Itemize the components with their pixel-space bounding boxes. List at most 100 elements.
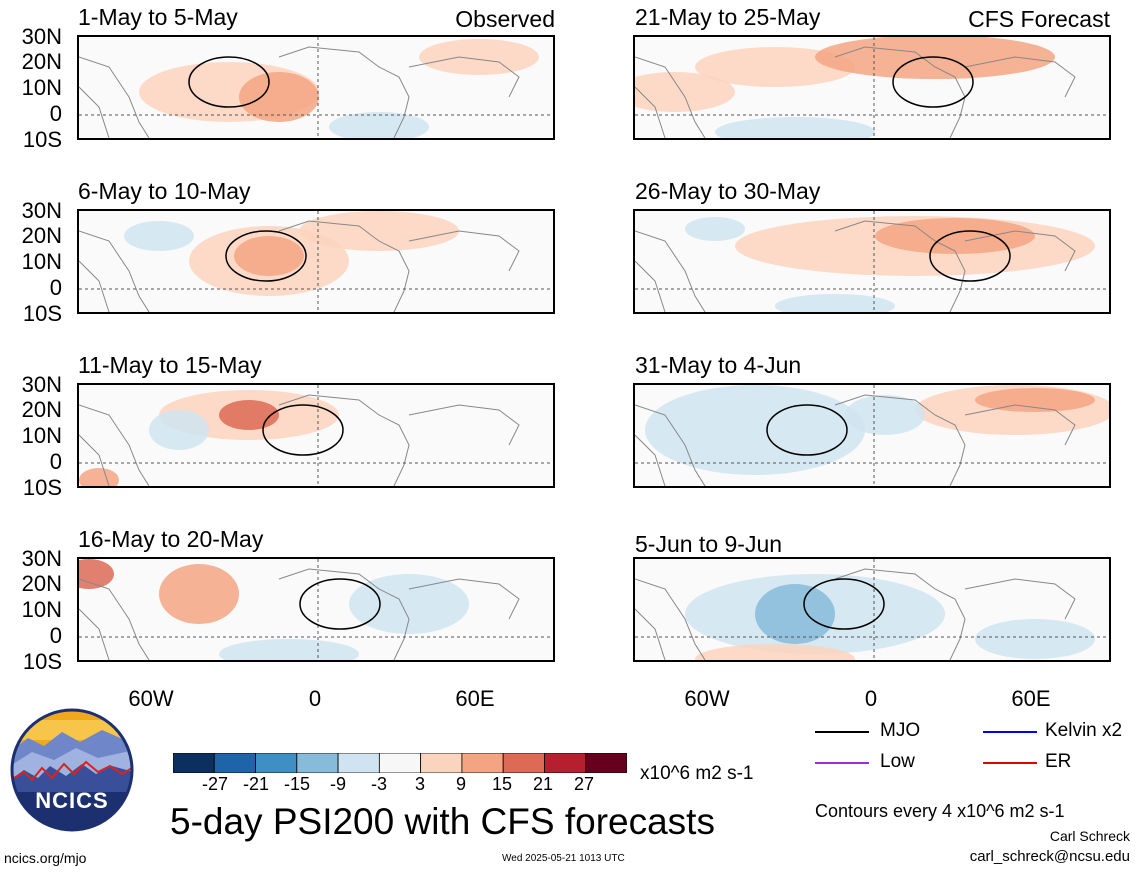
coastline xyxy=(79,86,110,138)
anomaly-shading xyxy=(645,385,865,475)
anomaly-shading xyxy=(349,574,469,634)
mjo-contour xyxy=(892,56,974,108)
anomaly-shading xyxy=(329,112,429,138)
anomaly-shading xyxy=(419,39,539,75)
lon-label-right-60w: 60W xyxy=(684,686,730,711)
map-panel-right-3 xyxy=(633,383,1111,488)
coastline xyxy=(834,46,966,138)
author-email[interactable]: carl_schreck@ncsu.edu xyxy=(969,848,1130,865)
anomaly-shading xyxy=(715,117,875,138)
anomaly-shading xyxy=(149,410,209,450)
coastline xyxy=(635,260,666,312)
coastline xyxy=(278,46,410,138)
map-panel-left-3 xyxy=(77,383,555,488)
coastline xyxy=(79,56,150,138)
anomaly-shading xyxy=(975,619,1095,659)
colorbar xyxy=(172,752,628,774)
author-credit: Carl Schreck xyxy=(1049,828,1130,844)
lon-label-left-60e: 60E xyxy=(455,686,495,711)
coastline xyxy=(79,578,150,660)
coastline xyxy=(79,434,110,486)
coastline xyxy=(964,404,1076,446)
colorbar-swatch xyxy=(585,752,628,774)
anomaly-shading xyxy=(219,639,359,660)
anomaly-shading xyxy=(159,564,239,624)
colorbar-swatch xyxy=(213,752,256,774)
coastline xyxy=(964,578,1076,620)
anomaly-shading xyxy=(79,468,119,486)
panel-title-right-3: 31-May to 4-Jun xyxy=(635,352,802,378)
observed-header: Observed xyxy=(455,6,555,32)
legend-line-er xyxy=(983,762,1037,764)
panel-title-right-2: 26-May to 30-May xyxy=(635,178,821,204)
map-panel-left-4 xyxy=(77,557,555,662)
coastline xyxy=(79,608,110,660)
coastline xyxy=(408,56,520,98)
panel-title-right-1: 21-May to 25-May xyxy=(635,4,821,30)
map-panel-right-4 xyxy=(633,557,1111,662)
cfs-forecast-header: CFS Forecast xyxy=(968,6,1110,32)
main-title: 5-day PSI200 with CFS forecasts xyxy=(170,801,715,842)
colorbar-swatch xyxy=(255,752,298,774)
anomaly-shading xyxy=(975,388,1095,412)
anomaly-shading xyxy=(124,221,194,251)
panel-title-left-2: 6-May to 10-May xyxy=(78,178,251,204)
mjo-contour xyxy=(766,404,848,456)
mjo-contour xyxy=(803,578,885,630)
mjo-contour xyxy=(929,230,1011,282)
lon-label-right-0: 0 xyxy=(864,686,878,711)
anomaly-shading xyxy=(239,72,319,122)
colorbar-swatch xyxy=(544,752,587,774)
coastline xyxy=(408,230,520,272)
anomaly-shading xyxy=(299,211,459,251)
legend-line-mjo xyxy=(815,731,869,733)
coastline xyxy=(635,56,706,138)
coastline xyxy=(408,578,520,620)
coastline xyxy=(635,86,666,138)
coastline xyxy=(278,568,410,660)
panel-title-left-4: 16-May to 20-May xyxy=(78,526,264,552)
anomaly-shading xyxy=(815,37,1055,79)
lon-label-right-60e: 60E xyxy=(1011,686,1051,711)
panel-title-left-3: 11-May to 15-May xyxy=(78,352,262,378)
legend-label-kelvin: Kelvin x2 xyxy=(1045,720,1123,741)
coastline xyxy=(635,608,666,660)
anomaly-shading xyxy=(685,217,745,241)
colorbar-swatch xyxy=(296,752,339,774)
mjo-contour xyxy=(225,230,307,282)
coastline xyxy=(278,394,410,486)
panel-title-left-1: 1-May to 5-May xyxy=(78,4,238,30)
contour-note: Contours every 4 x10^6 m2 s-1 xyxy=(815,801,1065,821)
anomaly-shading xyxy=(635,72,735,112)
legend-label-low: Low xyxy=(880,751,915,772)
coastline xyxy=(964,230,1076,272)
legend-label-er: ER xyxy=(1045,751,1072,772)
panel-title-right-4: 5-Jun to 9-Jun xyxy=(635,531,783,557)
colorbar-swatch xyxy=(461,752,504,774)
mjo-contour xyxy=(299,578,381,630)
coastline xyxy=(79,230,150,312)
colorbar-swatch xyxy=(420,752,463,774)
legend-line-kelvin xyxy=(983,731,1037,733)
map-panel-left-1 xyxy=(77,35,555,140)
map-panel-right-1 xyxy=(633,35,1111,140)
coastline xyxy=(964,56,1076,98)
coastline xyxy=(834,220,966,312)
colorbar-swatch xyxy=(378,752,422,774)
colorbar-units: x10^6 m2 s-1 xyxy=(640,763,754,784)
timestamp: Wed 2025-05-21 1013 UTC xyxy=(502,853,625,864)
site-url[interactable]: ncics.org/mjo xyxy=(4,850,87,866)
coastline xyxy=(635,434,666,486)
anomaly-shading xyxy=(755,584,835,644)
map-panel-left-2 xyxy=(77,209,555,314)
coastline xyxy=(408,404,520,446)
colorbar-swatch xyxy=(502,752,545,774)
ncics-logo: NCICS xyxy=(10,708,134,832)
mjo-contour xyxy=(262,404,344,456)
coastline xyxy=(635,230,706,312)
coastline xyxy=(635,578,706,660)
coastline xyxy=(79,404,150,486)
colorbar-swatch xyxy=(172,752,215,774)
anomaly-shading xyxy=(695,644,855,660)
anomaly-shading xyxy=(234,236,304,276)
